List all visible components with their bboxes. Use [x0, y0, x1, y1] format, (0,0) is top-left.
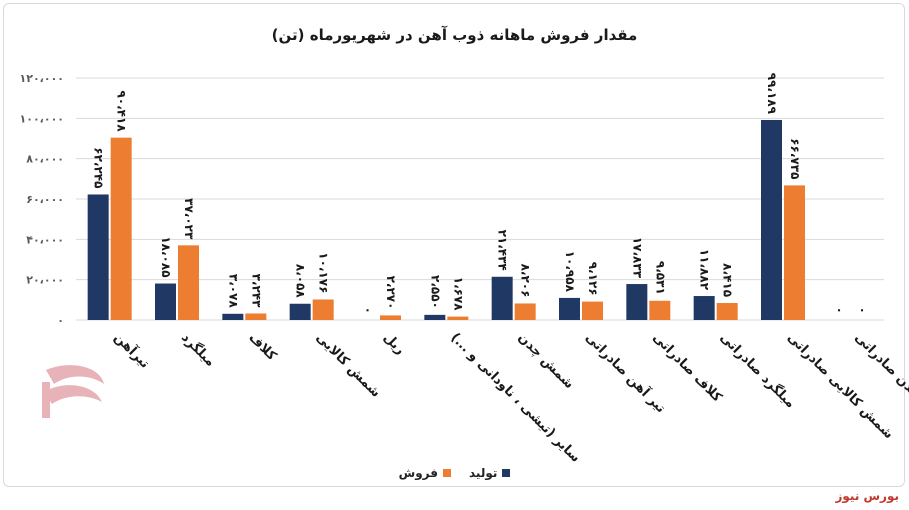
data-label: ۸،۰۵۸ [294, 264, 308, 299]
bar-sales [716, 303, 738, 320]
x-tick-label: شمش کالایی [313, 330, 383, 400]
data-label: ۳،۲۴۳ [249, 274, 263, 309]
y-tick-label: ۶۰،۰۰۰ [26, 193, 64, 206]
data-label: ۶۶،۷۳۵ [788, 138, 802, 179]
bar-production [155, 283, 176, 320]
data-label: ۸،۲۰۶ [519, 264, 533, 298]
bar-production [626, 284, 648, 320]
data-label: ۱۸،۰۸۵ [159, 236, 173, 277]
bar-production [693, 296, 715, 320]
data-label: ۳۷،۰۲۳ [182, 198, 196, 240]
bar-production [289, 303, 311, 320]
y-tick-label: ۱۰۰،۰۰۰ [20, 112, 64, 125]
bar-production [761, 119, 782, 321]
y-tick-label: ۱۲۰،۰۰۰ [20, 72, 64, 85]
bar-sales [582, 301, 603, 320]
x-tick-label: سایر (تیشی ، ناودانی و ...) [448, 330, 583, 465]
data-label: ۹۰،۴۱۸ [115, 90, 129, 132]
legend-item-production: تولید [468, 466, 511, 480]
x-tick-label: ریل [380, 330, 408, 358]
bar-sales [312, 299, 334, 320]
data-label: ۰ [832, 307, 846, 314]
legend-item-sales: فروش [399, 466, 451, 480]
data-label: ۱۱،۸۸۲ [698, 249, 712, 291]
bar-sales [447, 316, 469, 320]
legend-label-sales: فروش [398, 466, 438, 480]
x-tick-label: میلگرد [178, 330, 218, 370]
source-watermark: بورس نیوز [835, 489, 899, 503]
bar-sales [514, 303, 536, 320]
bar-production [424, 314, 446, 320]
legend-label-production: تولید [468, 466, 498, 480]
x-tick-label: تیرآهن [111, 329, 154, 372]
bar-production [491, 276, 513, 320]
x-tick-label: کلاف [246, 330, 280, 364]
data-label: ۰ [361, 307, 375, 314]
legend-swatch-sales [442, 469, 451, 477]
bar-production [559, 297, 580, 320]
data-label: ۲،۲۷۰ [384, 276, 398, 310]
y-tick-label: ۴۰،۰۰۰ [26, 233, 64, 246]
bar-sales [649, 300, 671, 320]
bar-sales [178, 245, 199, 320]
data-label: ۹،۵۳۱ [653, 261, 667, 295]
data-label: ۱،۶۷۸ [451, 277, 465, 312]
bar-sales [784, 185, 805, 320]
data-label: ۹،۱۲۶ [586, 262, 600, 296]
bar-sales [245, 313, 267, 320]
legend-swatch-production [502, 469, 511, 477]
y-tick-label: ۲۰،۰۰۰ [26, 274, 64, 287]
data-label: ۲،۵۵۰ [428, 275, 442, 309]
data-label: ۲۱،۴۳۴ [496, 230, 510, 271]
data-label: ۹۹،۱۸۹ [765, 73, 779, 115]
bar-sales [110, 137, 132, 320]
y-tick-label: ۰ [57, 314, 64, 327]
legend: تولید فروش [0, 466, 909, 480]
bar-production [87, 194, 109, 320]
data-label: ۱۰،۱۷۶ [317, 252, 331, 293]
data-label: ۱۰،۹۵۸ [563, 251, 577, 293]
y-tick-label: ۸۰،۰۰۰ [26, 153, 64, 166]
data-label: ۰ [855, 307, 869, 314]
x-tick-label: شمش چدن [515, 330, 577, 392]
brand-logo [42, 365, 104, 418]
data-label: ۱۷،۸۳۳ [630, 237, 644, 279]
data-label: ۳،۰۷۸ [226, 274, 240, 309]
data-label: ۶۲،۲۴۵ [92, 147, 106, 188]
bar-production [222, 313, 244, 320]
data-label: ۸،۴۱۵ [721, 263, 735, 297]
bar-sales [380, 315, 401, 320]
chart-frame [3, 3, 905, 487]
chart-title: مقدار فروش ماهانه ذوب آهن در شهریورماه (… [271, 26, 638, 44]
x-tick-label: کلاف صادراتی [650, 330, 725, 405]
